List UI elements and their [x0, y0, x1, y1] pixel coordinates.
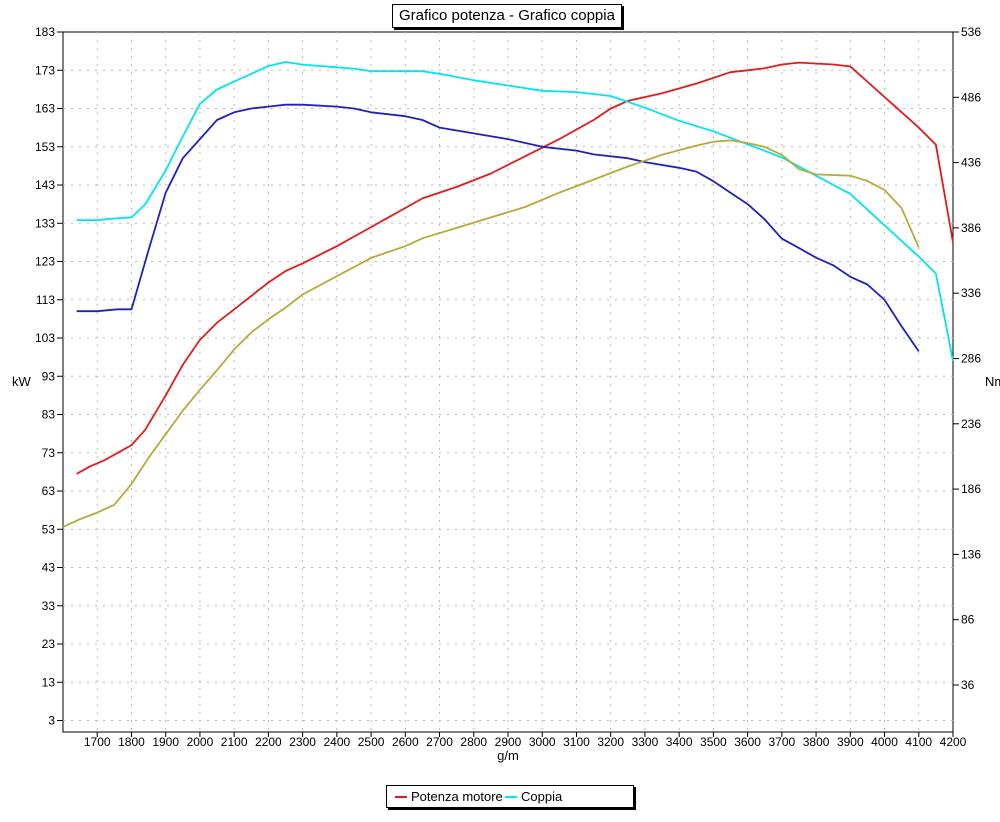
x-tick-label: 3900: [837, 735, 864, 749]
x-tick-label: 3100: [563, 735, 590, 749]
x-tick-label: 4200: [940, 735, 967, 749]
y-left-tick-label: 43: [42, 561, 56, 575]
x-tick-label: 1800: [118, 735, 145, 749]
x-tick-label: 4000: [871, 735, 898, 749]
axis-ticks: 1700 1800 1900 2000 2100 2200 2300 2400 2500 2600…: [35, 25, 981, 749]
x-tick-label: 2500: [358, 735, 385, 749]
y-left-tick-label: 73: [42, 446, 56, 460]
x-tick-label: 2700: [426, 735, 453, 749]
y-right-tick-label: 186: [961, 482, 981, 496]
legend-label-coppia: Coppia: [521, 789, 563, 804]
y-right-tick-label: 86: [961, 613, 975, 627]
legend: Potenza motore Coppia: [386, 785, 634, 808]
x-tick-label: 3400: [666, 735, 693, 749]
x-tick-label: 1900: [152, 735, 179, 749]
y-right-tick-label: 286: [961, 351, 981, 365]
x-tick-label: 2900: [495, 735, 522, 749]
x-tick-label: 3800: [803, 735, 830, 749]
y-axis-right-title: Nm: [985, 374, 1000, 389]
x-tick-label: 3600: [734, 735, 761, 749]
chart-title: Grafico potenza - Grafico coppia: [392, 4, 622, 28]
x-axis-title: g/m: [497, 748, 519, 763]
x-tick-label: 1700: [84, 735, 111, 749]
x-tick-label: 2100: [221, 735, 248, 749]
x-tick-label: 2600: [392, 735, 419, 749]
y-right-tick-label: 136: [961, 547, 981, 561]
y-right-tick-label: 386: [961, 221, 981, 235]
series-3-line: [62, 139, 920, 528]
x-tick-label: 3700: [768, 735, 795, 749]
y-left-tick-label: 33: [42, 599, 56, 613]
legend-swatch-potenza: [395, 796, 407, 798]
x-tick-label: 3500: [700, 735, 727, 749]
y-right-tick-label: 436: [961, 156, 981, 170]
y-left-tick-label: 83: [42, 408, 56, 422]
y-left-tick-label: 163: [35, 102, 55, 116]
y-left-tick-label: 13: [42, 675, 56, 689]
x-tick-label: 3200: [597, 735, 624, 749]
x-tick-label: 2200: [255, 735, 282, 749]
x-tick-label: 2000: [187, 735, 214, 749]
y-left-tick-label: 173: [35, 63, 55, 77]
y-right-tick-label: 336: [961, 286, 981, 300]
potenza-motore-line: [76, 61, 954, 475]
y-left-tick-label: 63: [42, 484, 56, 498]
y-left-tick-label: 23: [42, 637, 56, 651]
y-left-tick-label: 3: [48, 714, 55, 728]
x-tick-label: 2800: [460, 735, 487, 749]
x-tick-label: 3300: [632, 735, 659, 749]
y-left-tick-label: 103: [35, 331, 55, 345]
legend-label-potenza: Potenza motore: [411, 789, 503, 804]
legend-swatch-coppia: [505, 796, 517, 798]
y-left-tick-label: 133: [35, 216, 55, 230]
y-left-tick-label: 53: [42, 522, 56, 536]
y-left-tick-label: 113: [36, 293, 55, 307]
x-tick-label: 2300: [289, 735, 316, 749]
y-right-tick-label: 36: [961, 678, 975, 692]
y-right-tick-label: 536: [961, 25, 981, 39]
series-lines: [62, 61, 954, 528]
plot-area: [62, 31, 954, 733]
y-left-tick-label: 183: [35, 25, 55, 39]
y-left-tick-label: 123: [35, 255, 55, 269]
y-left-tick-label: 93: [42, 369, 56, 383]
y-left-tick-label: 143: [35, 178, 55, 192]
y-axis-left-title: kW: [12, 374, 32, 389]
x-tick-label: 3000: [529, 735, 556, 749]
y-right-tick-label: 486: [961, 90, 981, 104]
x-tick-label: 2400: [323, 735, 350, 749]
x-tick-label: 4100: [905, 735, 932, 749]
y-left-tick-label: 153: [35, 140, 55, 154]
series-2-line: [76, 103, 920, 352]
y-right-tick-label: 236: [961, 417, 981, 431]
